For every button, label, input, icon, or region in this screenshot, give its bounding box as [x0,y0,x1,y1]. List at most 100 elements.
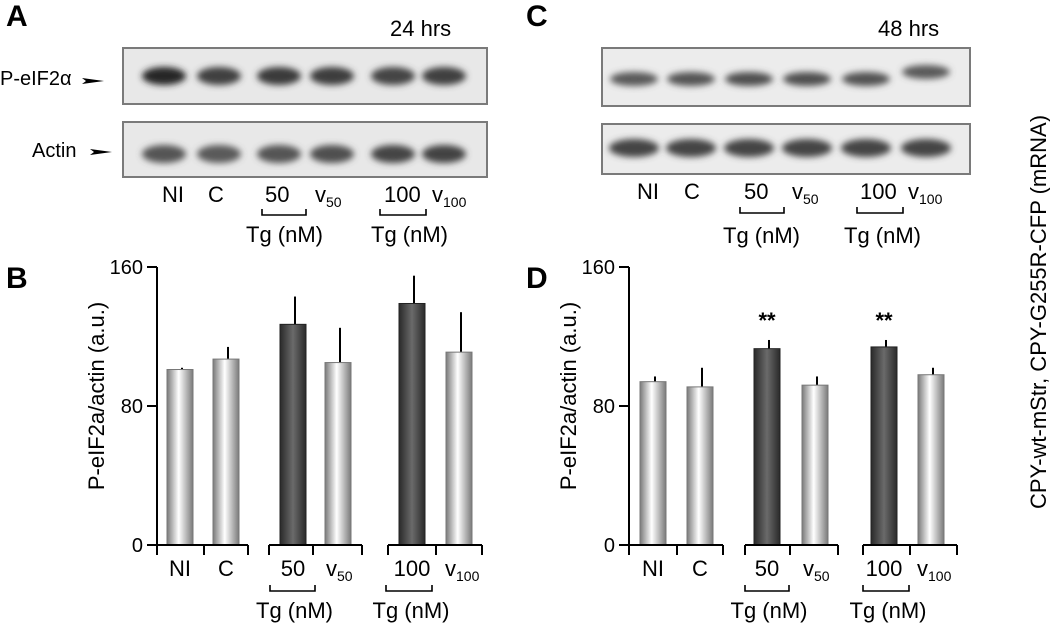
x-label-tg-unit: Tg (nM) [256,598,333,623]
chart-d: 0 80 160 P-eIF2a/actin (a.u.) ** ** NI C 50 v50 10… [556,257,958,623]
bar-v100 [445,351,473,546]
blot-band [901,139,951,157]
x-label-tg50: 50 [281,556,305,581]
tg-bracket [269,585,316,592]
blot-band [610,72,658,86]
lane-labels-c: NI C 50 v50 100 v100 Tg (nM) Tg (nM) [637,179,943,248]
bar-v100 [917,374,945,546]
x-label-ni: NI [169,556,191,581]
y-axis-label: P-eIF2a/actin (a.u.) [556,302,581,490]
tg-bracket [862,585,910,592]
chart-b: 0 80 160 P-eIF2a/actin (a.u.) NI C 50 v50 100 v10… [84,257,483,623]
blot-band [422,145,466,163]
bar-100 [870,346,898,546]
blot-band [257,145,301,163]
blot-band [783,72,831,86]
lane-ni: NI [637,179,659,204]
lane-ni: NI [162,182,184,207]
x-label-tg100: 100 [394,556,431,581]
x-label-v50: v50 [803,556,830,584]
lane-c: C [684,179,700,204]
tg-unit-50-c: Tg (nM) [723,223,800,248]
blot-band [142,145,186,163]
actin-blot-label: Actin [32,140,76,162]
tg-bracket [385,585,433,592]
lane-labels-a: NI C 50 v50 100 v100 Tg (nM) Tg (nM) [162,182,467,247]
side-label: CPY-wt-mStr, CPY-G255R-CFP (mRNA) [1026,115,1050,509]
blot-band [371,67,415,85]
blot-a-p-eif2a [122,47,488,105]
blot-band [902,65,950,79]
blot-band [197,145,241,163]
blot-band [667,72,715,86]
blot-band [422,67,466,85]
lane-v100: v100 [908,179,943,207]
bar-v50 [324,362,352,546]
blot-band [725,72,773,86]
y-tick-label: 0 [132,535,143,557]
x-label-c: C [692,556,708,581]
lane-tg50: 50 [744,179,768,204]
y-tick-label: 80 [121,396,143,418]
x-label-tg-unit: Tg (nM) [850,598,927,623]
bar-50 [279,323,307,546]
significance-marker: ** [875,308,893,333]
panel-a-label: A [6,0,28,33]
panel-d-label: D [526,262,548,295]
bar-C [212,358,240,546]
bar-C [686,386,714,546]
blot-band [609,139,659,157]
tg-unit-100-c: Tg (nM) [844,223,921,248]
blot-band [842,72,890,86]
bar-50 [753,348,781,546]
blot-band [782,139,832,157]
blot-band [841,139,891,157]
blot-c-actin [601,123,971,175]
lane-v100: v100 [432,182,467,210]
bar-100 [398,302,426,546]
x-label-tg-unit: Tg (nM) [373,598,450,623]
blot-band [257,67,301,85]
lane-tg100: 100 [860,179,897,204]
p-eif2a-arrow-icon [82,78,104,84]
x-label-c: C [218,556,234,581]
actin-arrow-icon [90,149,112,155]
bar-v50 [801,384,829,546]
y-axis-label: P-eIF2a/actin (a.u.) [84,302,109,490]
lane-tg50: 50 [265,182,289,207]
x-label-tg-unit: Tg (nM) [731,598,808,623]
tg-unit-50-a: Tg (nM) [246,222,323,247]
bar-NI [639,381,667,546]
blot-band [724,139,774,157]
x-label-tg50: 50 [755,556,779,581]
x-label-v50: v50 [326,556,353,584]
blot-a-actin [122,121,488,178]
bar-NI [166,369,194,546]
lane-c: C [208,182,224,207]
y-tick-label: 160 [110,257,143,279]
lane-v50: v50 [792,179,819,207]
significance-marker: ** [758,308,776,333]
panel-b-label: B [6,262,28,295]
blot-band [666,139,716,157]
x-label-v100: v100 [445,556,480,584]
blot-c-p-eif2a [601,47,971,107]
time-label-48h: 48 hrs [878,16,939,41]
x-label-tg100: 100 [866,556,903,581]
tg-bracket [744,585,790,592]
lane-tg100: 100 [384,182,421,207]
y-tick-label: 160 [582,257,615,279]
blot-band [310,67,354,85]
panel-c-label: C [526,0,548,33]
y-tick-label: 0 [604,535,615,557]
blot-band [371,145,415,163]
tg-unit-100-a: Tg (nM) [371,222,448,247]
time-label-24h: 24 hrs [390,16,451,41]
x-label-ni: NI [642,556,664,581]
blot-band [197,67,241,85]
lane-v50: v50 [315,182,342,210]
blot-band [310,145,354,163]
y-tick-label: 80 [593,396,615,418]
blot-band [142,67,186,85]
